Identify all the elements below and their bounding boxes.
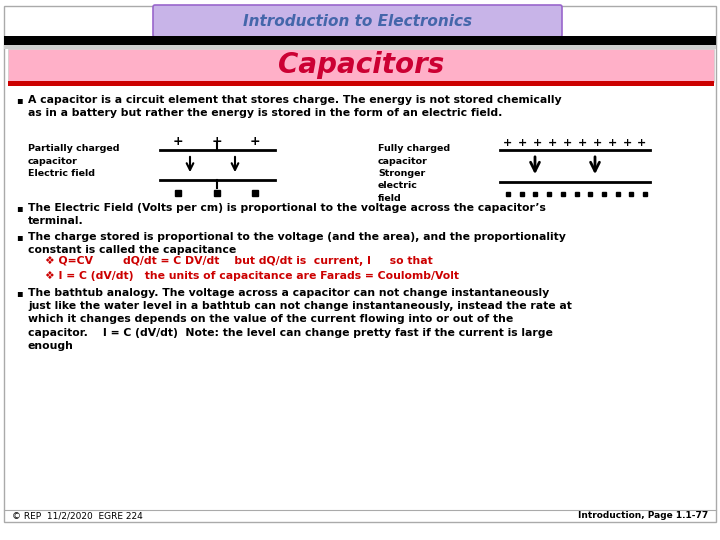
Text: +: + — [563, 138, 572, 148]
Text: Introduction to Electronics: Introduction to Electronics — [243, 14, 472, 29]
Text: +: + — [608, 138, 617, 148]
Text: ❖ I = C (dV/dt)   the units of capacitance are Farads = Coulomb/Volt: ❖ I = C (dV/dt) the units of capacitance… — [45, 271, 459, 281]
Text: The charge stored is proportional to the voltage (and the area), and the proport: The charge stored is proportional to the… — [28, 232, 566, 255]
Text: ▪: ▪ — [16, 232, 22, 242]
Text: +: + — [212, 135, 222, 148]
Text: +: + — [637, 138, 647, 148]
Text: +: + — [518, 138, 528, 148]
Text: +: + — [533, 138, 542, 148]
Text: ▪: ▪ — [16, 203, 22, 213]
Text: The bathtub analogy. The voltage across a capacitor can not change instantaneous: The bathtub analogy. The voltage across … — [28, 288, 572, 351]
Bar — [4, 45, 716, 49]
Text: +: + — [593, 138, 602, 148]
Text: © REP  11/2/2020  EGRE 224: © REP 11/2/2020 EGRE 224 — [12, 511, 143, 521]
Text: A capacitor is a circuit element that stores charge. The energy is not stored ch: A capacitor is a circuit element that st… — [28, 95, 562, 118]
Text: ❖ Q=CV        dQ/dt = C DV/dt    but dQ/dt is  current, I     so that: ❖ Q=CV dQ/dt = C DV/dt but dQ/dt is curr… — [45, 256, 433, 266]
Text: ▪: ▪ — [16, 288, 22, 298]
Text: +: + — [548, 138, 557, 148]
FancyBboxPatch shape — [153, 5, 562, 37]
Bar — [8, 81, 714, 86]
Text: The Electric Field (Volts per cm) is proportional to the voltage across the capa: The Electric Field (Volts per cm) is pro… — [28, 203, 546, 226]
Bar — [4, 36, 716, 45]
Text: Capacitors: Capacitors — [278, 51, 444, 79]
Text: +: + — [578, 138, 587, 148]
Text: +: + — [503, 138, 513, 148]
Text: Introduction, Page 1.1-77: Introduction, Page 1.1-77 — [577, 511, 708, 521]
Text: +: + — [623, 138, 631, 148]
Text: +: + — [250, 135, 261, 148]
Text: +: + — [173, 135, 184, 148]
Text: Partially charged
capacitor
Electric field: Partially charged capacitor Electric fie… — [28, 144, 120, 178]
Bar — [8, 49, 714, 82]
Text: ▪: ▪ — [16, 95, 22, 105]
Text: Fully charged
capacitor
Stronger
electric
field: Fully charged capacitor Stronger electri… — [378, 144, 450, 203]
